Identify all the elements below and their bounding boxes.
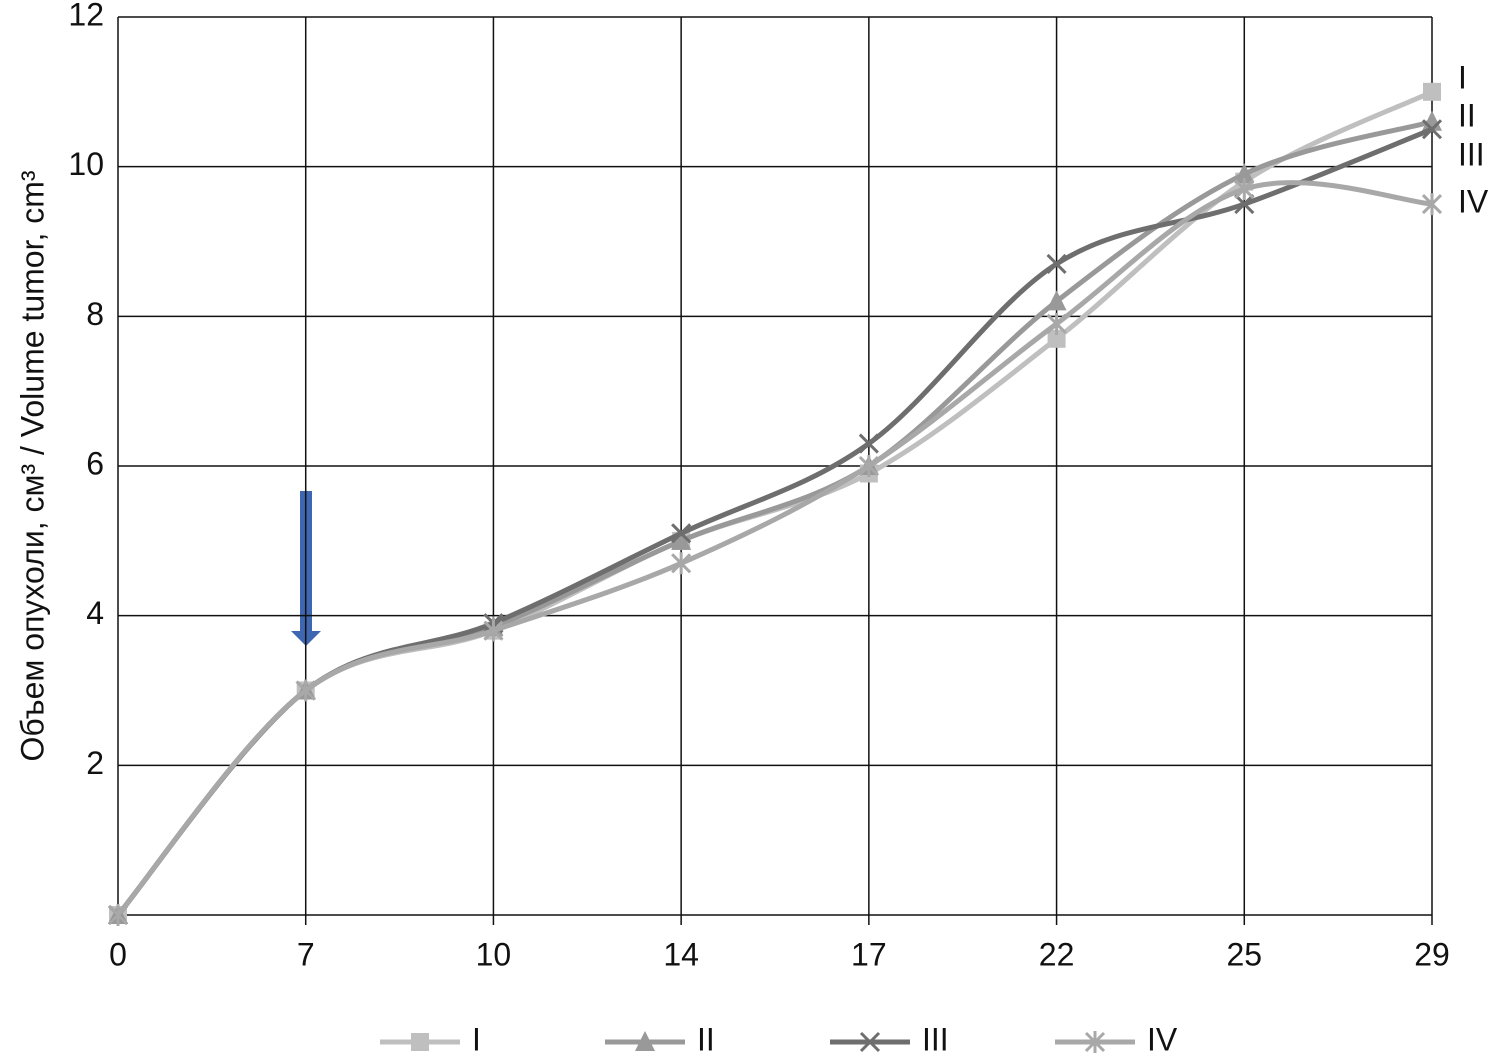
legend-marker	[411, 1033, 429, 1051]
x-tick-label: 0	[109, 936, 127, 972]
y-tick-label: 12	[68, 0, 104, 32]
series-line	[116, 89, 1434, 917]
x-tick-label: 17	[851, 936, 887, 972]
legend-label: II	[697, 1021, 715, 1057]
data-point	[858, 455, 879, 477]
series-end-label: IV	[1458, 183, 1489, 219]
legend-marker	[635, 1031, 655, 1051]
series-line	[116, 126, 1433, 917]
data-point	[1234, 194, 1255, 215]
x-tick-label: 7	[297, 936, 315, 972]
series-line	[116, 180, 1433, 917]
data-point	[1047, 329, 1066, 348]
x-tick-label: 10	[476, 936, 512, 972]
data-point	[671, 529, 692, 550]
data-point	[1046, 253, 1067, 275]
x-tick-label: 14	[663, 936, 699, 972]
legend-label: IV	[1147, 1021, 1178, 1057]
data-point	[1046, 290, 1067, 311]
x-tick-label: 29	[1414, 936, 1450, 972]
data-point	[1421, 119, 1443, 140]
y-tick-label: 6	[86, 445, 104, 481]
y-tick-label: 10	[68, 146, 104, 182]
data-point	[483, 619, 504, 642]
data-point	[671, 552, 692, 575]
y-tick-label: 8	[86, 296, 104, 332]
series-end-label: III	[1458, 136, 1485, 172]
y-tick-label: 4	[86, 595, 104, 631]
data-point	[1423, 82, 1441, 101]
data-point	[1421, 193, 1443, 216]
y-axis-title: Объем опухоли, см³ / Volume tumor, cm³	[14, 170, 50, 761]
legend-label: I	[472, 1021, 481, 1057]
x-tick-label: 25	[1226, 936, 1262, 972]
legend-label: III	[922, 1021, 949, 1057]
data-point	[858, 433, 879, 454]
series-end-label: II	[1458, 97, 1476, 133]
data-point	[107, 904, 129, 926]
data-point	[671, 523, 692, 544]
data-point	[1234, 178, 1255, 201]
legend-marker	[1084, 1031, 1106, 1053]
y-tick-label: 2	[86, 745, 104, 781]
legend-marker	[859, 1031, 881, 1053]
data-point	[1234, 163, 1255, 184]
series-end-label: I	[1458, 59, 1467, 95]
data-point	[295, 679, 316, 702]
x-tick-label: 22	[1039, 936, 1075, 972]
data-point	[1046, 312, 1067, 335]
